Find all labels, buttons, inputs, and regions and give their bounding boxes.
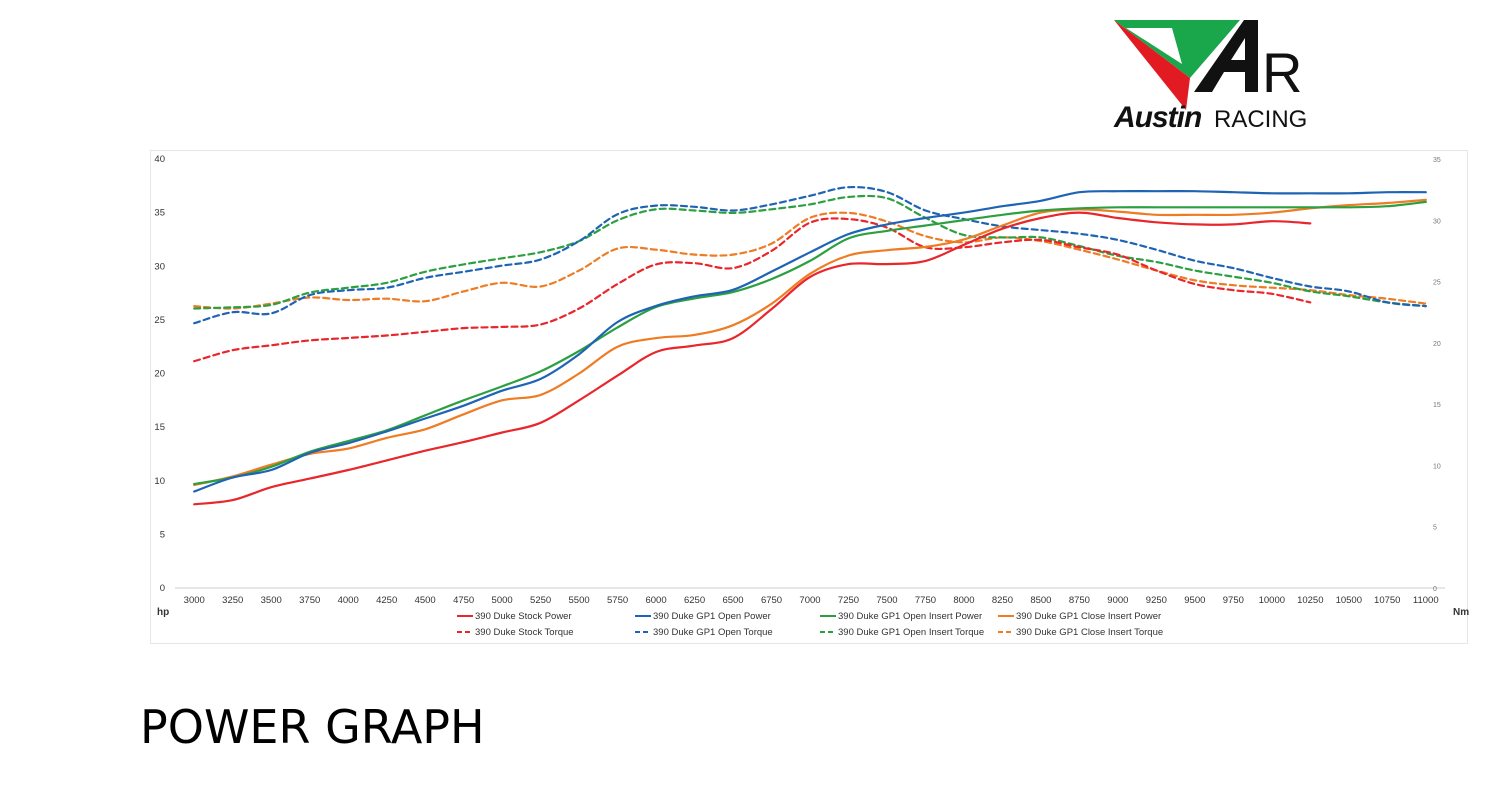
- y2-tick-label: 30: [1433, 218, 1441, 225]
- y2-tick-label: 25: [1433, 280, 1441, 287]
- x-tick-label: 9750: [1223, 595, 1244, 606]
- y2-axis-unit-label: Nm: [1453, 607, 1469, 618]
- series-line-390-duke-gp1-open-insert-torque: [193, 194, 1427, 310]
- x-tick-label: 3000: [184, 595, 205, 606]
- y-tick-label: 5: [160, 529, 165, 540]
- x-tick-label: 4750: [453, 595, 474, 606]
- logo-red-band: [1114, 20, 1190, 110]
- x-tick-label: 10250: [1297, 595, 1323, 606]
- legend-label-390-duke-gp1-open-power: 390 Duke GP1 Open Power: [653, 611, 771, 622]
- x-tick-label: 7750: [915, 595, 936, 606]
- austin-racing-logo-mark: R Austin RACING: [1113, 20, 1307, 134]
- series-line-390-duke-gp1-open-torque: [193, 185, 1427, 325]
- y2-tick-label: 35: [1433, 157, 1441, 164]
- y-tick-label: 25: [154, 315, 165, 326]
- x-tick-label: 8250: [992, 595, 1013, 606]
- y-tick-label: 40: [154, 154, 165, 165]
- legend-label-390-duke-gp1-close-insert-torque: 390 Duke GP1 Close Insert Torque: [1016, 627, 1163, 638]
- logo-letter-a-counter: [1231, 38, 1245, 60]
- x-tick-label: 7500: [876, 595, 897, 606]
- page-heading: POWER GRAPH: [140, 700, 485, 754]
- x-tick-label: 8500: [1030, 595, 1051, 606]
- logo-letter-r: R: [1262, 41, 1302, 104]
- x-tick-label: 9000: [1107, 595, 1128, 606]
- x-tick-label: 5000: [492, 595, 513, 606]
- y-tick-label: 20: [154, 369, 165, 380]
- x-tick-label: 10000: [1259, 595, 1285, 606]
- x-tick-label: 4000: [338, 595, 359, 606]
- x-tick-label: 6500: [722, 595, 743, 606]
- x-tick-label: 5250: [530, 595, 551, 606]
- x-tick-label: 3250: [222, 595, 243, 606]
- y2-tick-label: 15: [1433, 402, 1441, 409]
- x-tick-label: 3500: [261, 595, 282, 606]
- logo-word-racing: RACING: [1214, 106, 1307, 132]
- x-tick-label: 6000: [645, 595, 666, 606]
- y2-tick-label: 20: [1433, 341, 1441, 348]
- legend-label-390-duke-gp1-open-insert-power: 390 Duke GP1 Open Insert Power: [838, 611, 982, 622]
- y2-tick-label: 0: [1433, 586, 1437, 593]
- series-line-390-duke-stock-power: [193, 211, 1312, 506]
- y-tick-label: 10: [154, 476, 165, 487]
- series-line-390-duke-stock-torque: [193, 217, 1312, 363]
- chart-canvas: 0 5 10 15 20 25 30 35 40 0 5 10 15 20 25 30 35 3000 3250 35…: [154, 154, 1469, 638]
- y-tick-label: 35: [154, 208, 165, 219]
- x-tick-label: 4500: [415, 595, 436, 606]
- legend-label-390-duke-gp1-open-torque: 390 Duke GP1 Open Torque: [653, 627, 773, 638]
- y-tick-label: 15: [154, 422, 165, 433]
- x-tick-label: 10500: [1336, 595, 1362, 606]
- y-axis-unit-label: hp: [157, 607, 169, 618]
- series-line-390-duke-gp1-close-insert-power: [193, 198, 1427, 487]
- x-tick-label: 6250: [684, 595, 705, 606]
- x-tick-label: 9250: [1146, 595, 1167, 606]
- x-tick-label: 5500: [569, 595, 590, 606]
- y2-tick-label: 10: [1433, 463, 1441, 470]
- y-tick-label: 30: [154, 261, 165, 272]
- x-tick-label: 11000: [1413, 595, 1439, 606]
- legend-label-390-duke-stock-torque: 390 Duke Stock Torque: [475, 627, 574, 638]
- x-tick-label: 6750: [761, 595, 782, 606]
- series-line-390-duke-gp1-open-power: [193, 190, 1427, 493]
- logo-white-band: [1126, 28, 1182, 64]
- x-tick-label: 7000: [799, 595, 820, 606]
- x-tick-label: 3750: [299, 595, 320, 606]
- y-tick-label: 0: [160, 583, 165, 594]
- legend-label-390-duke-gp1-open-insert-torque: 390 Duke GP1 Open Insert Torque: [838, 627, 984, 638]
- x-tick-label: 7250: [838, 595, 859, 606]
- series-line-390-duke-gp1-close-insert-torque: [193, 211, 1427, 310]
- legend-label-390-duke-stock-power: 390 Duke Stock Power: [475, 611, 572, 622]
- x-tick-label: 9500: [1184, 595, 1205, 606]
- x-tick-label: 4250: [376, 595, 397, 606]
- x-tick-label: 8750: [1069, 595, 1090, 606]
- x-tick-label: 5750: [607, 595, 628, 606]
- power-torque-chart: 0 5 10 15 20 25 30 35 40 0 5 10 15 20 25 30 35 3000 3250 35…: [150, 150, 1469, 644]
- x-tick-label: 8000: [953, 595, 974, 606]
- logo-letter-a: [1194, 20, 1258, 92]
- legend-label-390-duke-gp1-close-insert-power: 390 Duke GP1 Close Insert Power: [1016, 611, 1161, 622]
- x-tick-label: 10750: [1374, 595, 1400, 606]
- logo-word-austin: Austin: [1113, 101, 1202, 132]
- series-line-390-duke-gp1-open-insert-power: [193, 200, 1427, 486]
- austin-racing-logo: R Austin RACING: [1112, 16, 1316, 134]
- y2-tick-label: 5: [1433, 525, 1437, 532]
